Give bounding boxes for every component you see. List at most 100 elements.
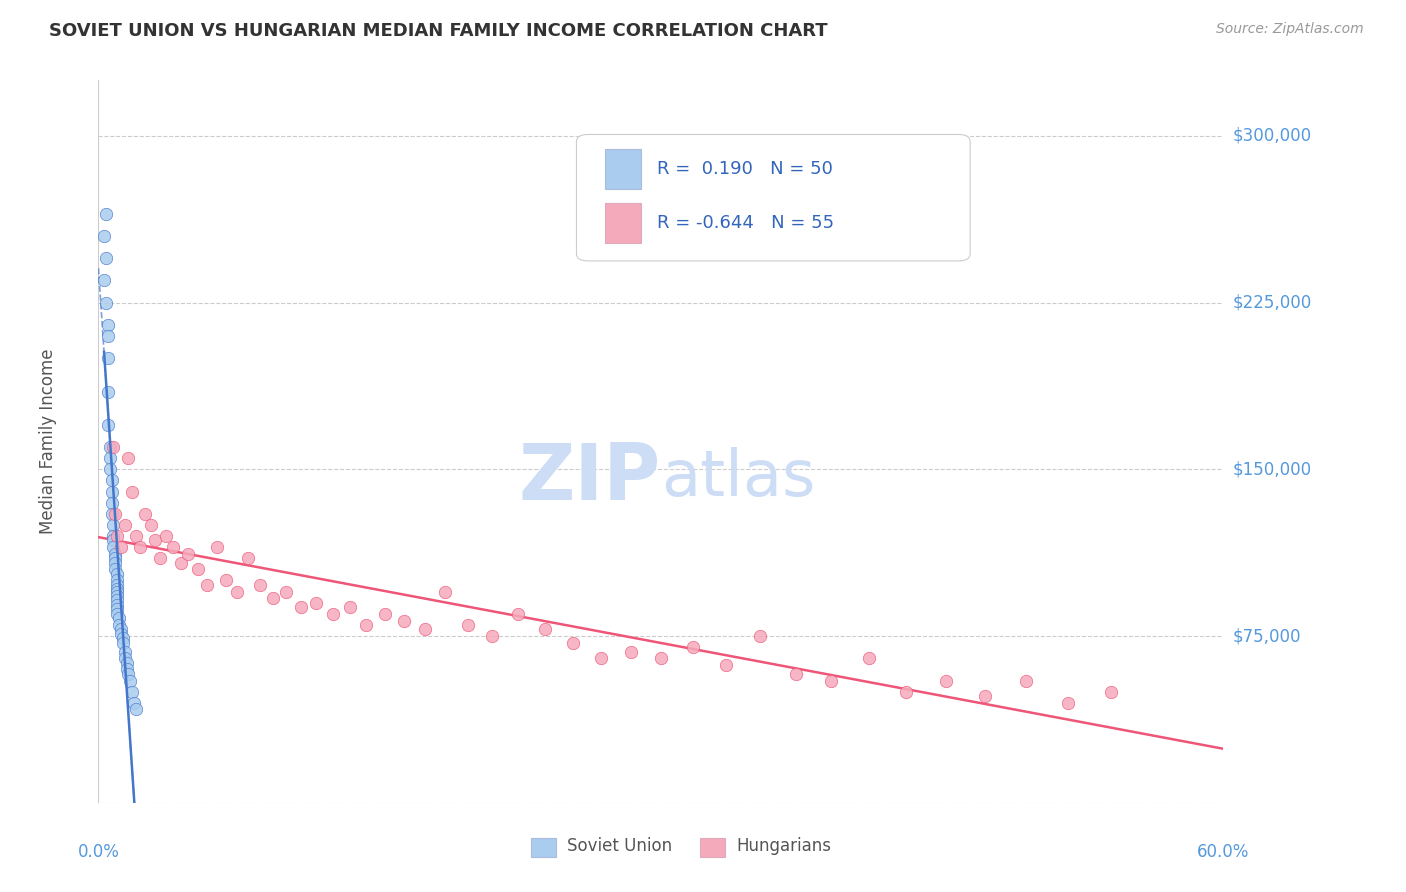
Point — [682, 640, 704, 655]
Point — [94, 207, 117, 221]
Point — [104, 507, 127, 521]
Point — [249, 578, 271, 592]
Point — [935, 673, 957, 688]
Point — [94, 251, 117, 265]
Point — [262, 591, 284, 606]
Point — [105, 602, 128, 616]
Point — [177, 547, 200, 561]
Text: Soviet Union: Soviet Union — [568, 838, 672, 855]
Point — [322, 607, 344, 621]
Point — [205, 540, 228, 554]
Point — [128, 540, 150, 554]
Point — [122, 696, 145, 710]
Point — [716, 657, 738, 672]
FancyBboxPatch shape — [576, 135, 970, 260]
Point — [100, 496, 122, 510]
Point — [117, 451, 139, 466]
Point — [125, 702, 148, 716]
Point — [434, 584, 457, 599]
Point — [589, 651, 612, 665]
Point — [98, 451, 121, 466]
Point — [533, 623, 555, 637]
Point — [561, 636, 583, 650]
Point — [110, 540, 132, 554]
Point — [785, 666, 807, 681]
Point — [103, 533, 125, 548]
Point — [195, 578, 218, 592]
Point — [117, 666, 139, 681]
Text: 60.0%: 60.0% — [1197, 843, 1250, 861]
Point — [97, 351, 120, 366]
Text: R =  0.190   N = 50: R = 0.190 N = 50 — [658, 160, 834, 178]
Point — [457, 618, 479, 632]
Point — [339, 600, 361, 615]
Point — [111, 636, 134, 650]
Point — [155, 529, 177, 543]
Point — [94, 295, 117, 310]
Bar — [605, 149, 641, 189]
Point — [108, 618, 131, 632]
Point — [238, 551, 260, 566]
Point — [1015, 673, 1038, 688]
Point — [105, 574, 128, 588]
Point — [105, 589, 128, 603]
Point — [93, 273, 115, 287]
Point — [305, 596, 328, 610]
Point — [97, 417, 120, 432]
Text: Median Family Income: Median Family Income — [39, 349, 56, 534]
Point — [508, 607, 530, 621]
Point — [104, 547, 127, 561]
Point — [100, 474, 122, 488]
Point — [143, 533, 166, 548]
Point — [481, 629, 503, 643]
Point — [170, 556, 193, 570]
Point — [356, 618, 378, 632]
Point — [162, 540, 184, 554]
Point — [105, 529, 128, 543]
Point — [125, 529, 148, 543]
Point — [97, 384, 120, 399]
Point — [104, 551, 127, 566]
Point — [104, 556, 127, 570]
Point — [98, 440, 121, 454]
Point — [134, 507, 156, 521]
Point — [108, 611, 131, 625]
Point — [413, 623, 436, 637]
Point — [274, 584, 297, 599]
Point — [620, 645, 643, 659]
Text: Hungarians: Hungarians — [737, 838, 831, 855]
Bar — [605, 203, 641, 243]
Point — [110, 623, 132, 637]
Point — [820, 673, 842, 688]
Point — [974, 689, 997, 703]
Point — [115, 662, 138, 676]
Point — [105, 566, 128, 581]
Text: $150,000: $150,000 — [1233, 460, 1312, 478]
Point — [650, 651, 672, 665]
Point — [749, 629, 772, 643]
Point — [105, 593, 128, 607]
Point — [215, 574, 238, 588]
Text: $75,000: $75,000 — [1233, 627, 1301, 645]
Point — [392, 614, 415, 628]
Point — [93, 228, 115, 243]
Point — [149, 551, 172, 566]
Point — [139, 517, 162, 532]
Point — [121, 684, 143, 698]
Point — [98, 462, 121, 476]
Point — [121, 484, 143, 499]
Point — [290, 600, 312, 615]
Text: SOVIET UNION VS HUNGARIAN MEDIAN FAMILY INCOME CORRELATION CHART: SOVIET UNION VS HUNGARIAN MEDIAN FAMILY … — [49, 22, 828, 40]
Point — [858, 651, 880, 665]
Text: Source: ZipAtlas.com: Source: ZipAtlas.com — [1216, 22, 1364, 37]
Text: $300,000: $300,000 — [1233, 127, 1312, 145]
Point — [111, 632, 134, 646]
Point — [105, 598, 128, 612]
Text: 0.0%: 0.0% — [77, 843, 120, 861]
Text: $225,000: $225,000 — [1233, 293, 1312, 311]
Point — [1099, 684, 1122, 698]
Bar — [531, 838, 557, 857]
Point — [114, 645, 136, 659]
Point — [105, 584, 128, 599]
Point — [896, 684, 918, 698]
